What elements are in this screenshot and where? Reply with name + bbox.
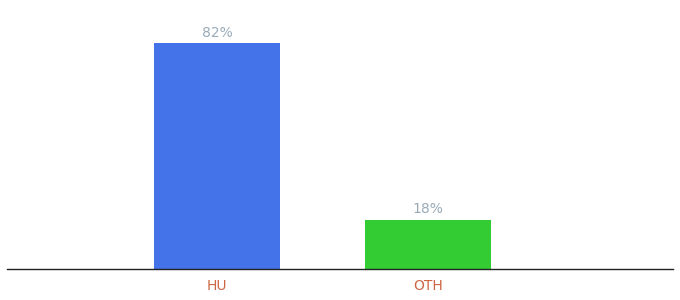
Bar	[154, 43, 280, 269]
Bar	[364, 220, 491, 269]
Text: 18%: 18%	[412, 202, 443, 216]
Text: 82%: 82%	[202, 26, 233, 40]
